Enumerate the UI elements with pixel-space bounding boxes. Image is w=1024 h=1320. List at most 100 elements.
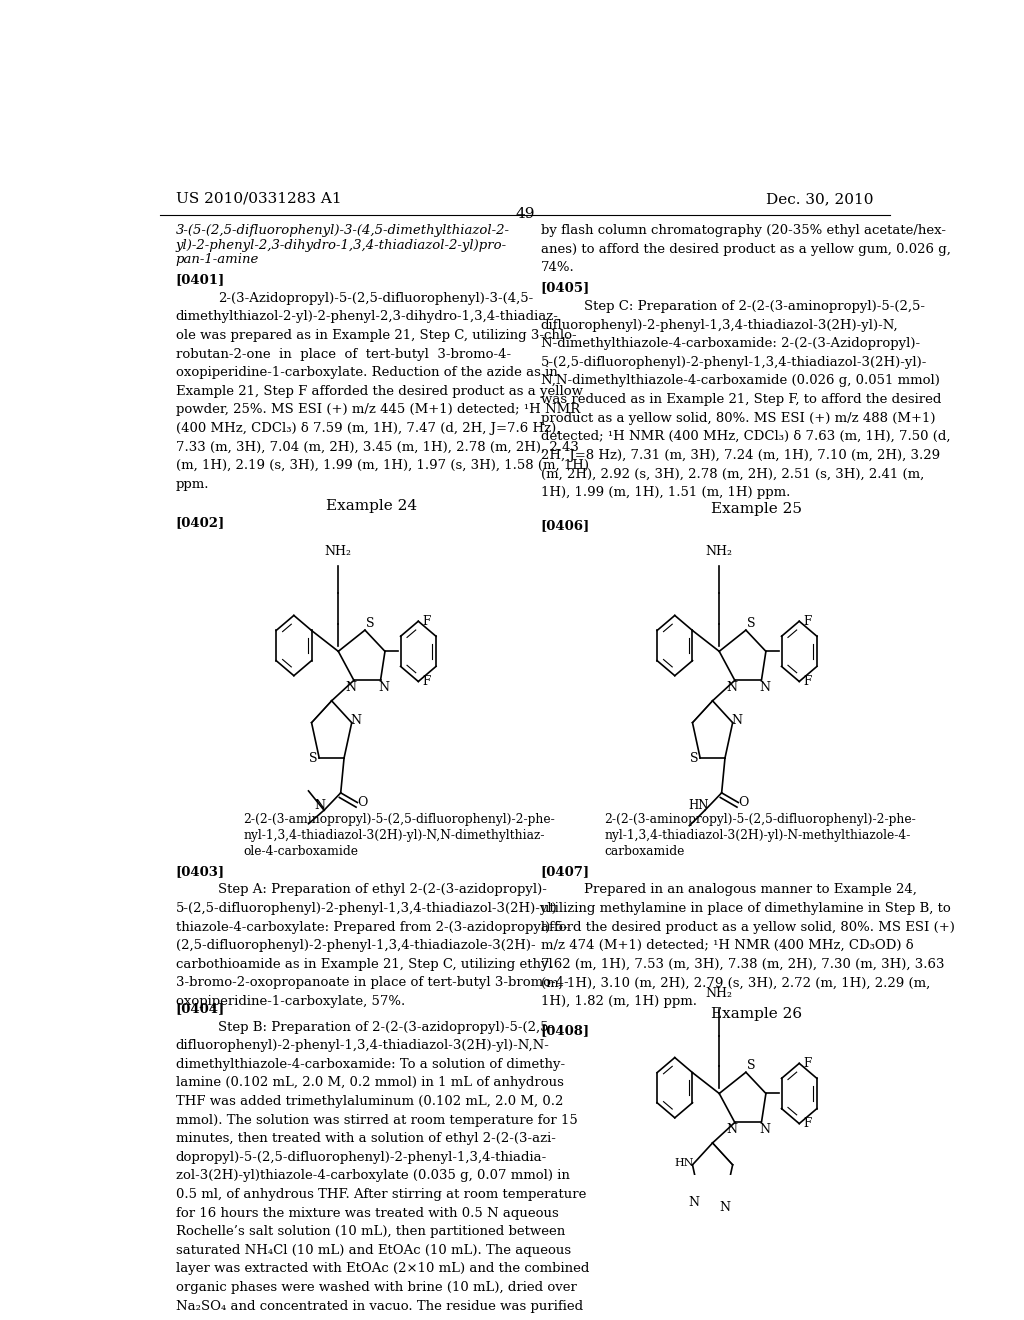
Text: [0408]: [0408] [541, 1024, 590, 1038]
Text: organic phases were washed with brine (10 mL), dried over: organic phases were washed with brine (1… [176, 1280, 577, 1294]
Text: [0407]: [0407] [541, 865, 590, 878]
Text: 0.5 ml, of anhydrous THF. After stirring at room temperature: 0.5 ml, of anhydrous THF. After stirring… [176, 1188, 586, 1201]
Text: anes) to afford the desired product as a yellow gum, 0.026 g,: anes) to afford the desired product as a… [541, 243, 950, 256]
Text: S: S [367, 616, 375, 630]
Text: Example 24: Example 24 [327, 499, 418, 513]
Text: N-dimethylthiazole-4-carboxamide: 2-(2-(3-Azidopropyl)-: N-dimethylthiazole-4-carboxamide: 2-(2-(… [541, 337, 920, 350]
Text: ppm.: ppm. [176, 478, 209, 491]
Text: NH₂: NH₂ [706, 545, 733, 558]
Text: [0406]: [0406] [541, 519, 590, 532]
Text: difluorophenyl)-2-phenyl-1,3,4-thiadiazol-3(2H)-yl)-N,N-: difluorophenyl)-2-phenyl-1,3,4-thiadiazo… [176, 1039, 550, 1052]
Text: pan-1-amine: pan-1-amine [176, 253, 259, 265]
Text: [0404]: [0404] [176, 1002, 225, 1015]
Text: dimethylthiazol-2-yl)-2-phenyl-2,3-dihydro-1,3,4-thiadiaz-: dimethylthiazol-2-yl)-2-phenyl-2,3-dihyd… [176, 310, 558, 323]
Text: S: S [748, 616, 756, 630]
Text: mmol). The solution was stirred at room temperature for 15: mmol). The solution was stirred at room … [176, 1114, 578, 1126]
Text: 2H, J=8 Hz), 7.31 (m, 3H), 7.24 (m, 1H), 7.10 (m, 2H), 3.29: 2H, J=8 Hz), 7.31 (m, 3H), 7.24 (m, 1H),… [541, 449, 940, 462]
Text: 1H), 1.82 (m, 1H) ppm.: 1H), 1.82 (m, 1H) ppm. [541, 995, 696, 1008]
Text: F: F [423, 615, 431, 628]
Text: Rochelle’s salt solution (10 mL), then partitioned between: Rochelle’s salt solution (10 mL), then p… [176, 1225, 565, 1238]
Text: for 16 hours the mixture was treated with 0.5 N aqueous: for 16 hours the mixture was treated wit… [176, 1206, 558, 1220]
Text: (400 MHz, CDCl₃) δ 7.59 (m, 1H), 7.47 (d, 2H, J=7.6 Hz),: (400 MHz, CDCl₃) δ 7.59 (m, 1H), 7.47 (d… [176, 422, 560, 436]
Text: layer was extracted with EtOAc (2×10 mL) and the combined: layer was extracted with EtOAc (2×10 mL)… [176, 1262, 589, 1275]
Text: dimethylthiazole-4-carboxamide: To a solution of dimethy-: dimethylthiazole-4-carboxamide: To a sol… [176, 1057, 565, 1071]
Text: 2-(3-Azidopropyl)-5-(2,5-difluorophenyl)-3-(4,5-: 2-(3-Azidopropyl)-5-(2,5-difluorophenyl)… [218, 292, 534, 305]
Text: nyl-1,3,4-thiadiazol-3(2H)-yl)-N-methylthiazole-4-: nyl-1,3,4-thiadiazol-3(2H)-yl)-N-methylt… [604, 829, 910, 842]
Text: S: S [690, 751, 698, 764]
Text: N: N [345, 681, 356, 694]
Text: utilizing methylamine in place of dimethylamine in Step B, to: utilizing methylamine in place of dimeth… [541, 902, 950, 915]
Text: N: N [314, 799, 325, 812]
Text: 7.62 (m, 1H), 7.53 (m, 3H), 7.38 (m, 2H), 7.30 (m, 3H), 3.63: 7.62 (m, 1H), 7.53 (m, 3H), 7.38 (m, 2H)… [541, 958, 944, 970]
Text: 5-(2,5-difluorophenyl)-2-phenyl-1,3,4-thiadiazol-3(2H)-yl)-: 5-(2,5-difluorophenyl)-2-phenyl-1,3,4-th… [541, 356, 927, 368]
Text: m/z 474 (M+1) detected; ¹H NMR (400 MHz, CD₃OD) δ: m/z 474 (M+1) detected; ¹H NMR (400 MHz,… [541, 940, 913, 952]
Text: 2-(2-(3-aminopropyl)-5-(2,5-difluorophenyl)-2-phe-: 2-(2-(3-aminopropyl)-5-(2,5-difluorophen… [243, 813, 555, 826]
Text: F: F [804, 1117, 812, 1130]
Text: N: N [759, 681, 770, 694]
Text: yl)-2-phenyl-2,3-dihydro-1,3,4-thiadiazol-2-yl)pro-: yl)-2-phenyl-2,3-dihydro-1,3,4-thiadiazo… [176, 239, 507, 252]
Text: N: N [378, 681, 389, 694]
Text: Na₂SO₄ and concentrated in vacuo. The residue was purified: Na₂SO₄ and concentrated in vacuo. The re… [176, 1300, 583, 1312]
Text: N,N-dimethylthiazole-4-carboxamide (0.026 g, 0.051 mmol): N,N-dimethylthiazole-4-carboxamide (0.02… [541, 375, 940, 387]
Text: N: N [720, 1201, 730, 1214]
Text: ole-4-carboxamide: ole-4-carboxamide [243, 846, 358, 858]
Text: F: F [804, 1057, 812, 1071]
Text: minutes, then treated with a solution of ethyl 2-(2-(3-azi-: minutes, then treated with a solution of… [176, 1133, 555, 1146]
Text: 2-(2-(3-aminopropyl)-5-(2,5-difluorophenyl)-2-phe-: 2-(2-(3-aminopropyl)-5-(2,5-difluorophen… [604, 813, 915, 826]
Text: N: N [731, 714, 742, 727]
Text: N: N [726, 1123, 737, 1137]
Text: NH₂: NH₂ [325, 545, 352, 558]
Text: 49: 49 [515, 207, 535, 222]
Text: S: S [748, 1059, 756, 1072]
Text: 3-(5-(2,5-difluorophenyl)-3-(4,5-dimethylthiazol-2-: 3-(5-(2,5-difluorophenyl)-3-(4,5-dimethy… [176, 224, 510, 238]
Text: powder, 25%. MS ESI (+) m/z 445 (M+1) detected; ¹H NMR: powder, 25%. MS ESI (+) m/z 445 (M+1) de… [176, 404, 580, 416]
Text: carboxamide: carboxamide [604, 846, 684, 858]
Text: difluorophenyl)-2-phenyl-1,3,4-thiadiazol-3(2H)-yl)-N,: difluorophenyl)-2-phenyl-1,3,4-thiadiazo… [541, 318, 898, 331]
Text: (m, 1H), 2.19 (s, 3H), 1.99 (m, 1H), 1.97 (s, 3H), 1.58 (m, 1H): (m, 1H), 2.19 (s, 3H), 1.99 (m, 1H), 1.9… [176, 459, 589, 473]
Text: [0401]: [0401] [176, 273, 225, 286]
Text: F: F [804, 615, 812, 628]
Text: afford the desired product as a yellow solid, 80%. MS ESI (+): afford the desired product as a yellow s… [541, 920, 954, 933]
Text: 1H), 1.99 (m, 1H), 1.51 (m, 1H) ppm.: 1H), 1.99 (m, 1H), 1.51 (m, 1H) ppm. [541, 486, 791, 499]
Text: saturated NH₄Cl (10 mL) and EtOAc (10 mL). The aqueous: saturated NH₄Cl (10 mL) and EtOAc (10 mL… [176, 1243, 570, 1257]
Text: O: O [357, 796, 368, 809]
Text: [0402]: [0402] [176, 516, 225, 529]
Text: Example 26: Example 26 [712, 1007, 803, 1022]
Text: (2,5-difluorophenyl)-2-phenyl-1,3,4-thiadiazole-3(2H)-: (2,5-difluorophenyl)-2-phenyl-1,3,4-thia… [176, 940, 536, 952]
Text: (m, 1H), 3.10 (m, 2H), 2.79 (s, 3H), 2.72 (m, 1H), 2.29 (m,: (m, 1H), 3.10 (m, 2H), 2.79 (s, 3H), 2.7… [541, 977, 930, 990]
Text: THF was added trimethylaluminum (0.102 mL, 2.0 M, 0.2: THF was added trimethylaluminum (0.102 m… [176, 1096, 563, 1107]
Text: dopropyl)-5-(2,5-difluorophenyl)-2-phenyl-1,3,4-thiadia-: dopropyl)-5-(2,5-difluorophenyl)-2-pheny… [176, 1151, 547, 1164]
Text: 3-bromo-2-oxopropanoate in place of tert-butyl 3-bromo-4-: 3-bromo-2-oxopropanoate in place of tert… [176, 977, 568, 990]
Text: oxopiperidine-1-carboxylate. Reduction of the azide as in: oxopiperidine-1-carboxylate. Reduction o… [176, 366, 557, 379]
Text: N: N [350, 714, 361, 727]
Text: lamine (0.102 mL, 2.0 M, 0.2 mmol) in 1 mL of anhydrous: lamine (0.102 mL, 2.0 M, 0.2 mmol) in 1 … [176, 1076, 563, 1089]
Text: N: N [759, 1123, 770, 1137]
Text: carbothioamide as in Example 21, Step C, utilizing ethyl: carbothioamide as in Example 21, Step C,… [176, 958, 552, 970]
Text: oxopiperidine-1-carboxylate, 57%.: oxopiperidine-1-carboxylate, 57%. [176, 995, 404, 1008]
Text: was reduced as in Example 21, Step F, to afford the desired: was reduced as in Example 21, Step F, to… [541, 393, 941, 407]
Text: N: N [726, 681, 737, 694]
Text: HN: HN [688, 799, 709, 812]
Text: robutan-2-one  in  place  of  tert-butyl  3-bromo-4-: robutan-2-one in place of tert-butyl 3-b… [176, 347, 511, 360]
Text: N: N [688, 1196, 699, 1209]
Text: F: F [423, 675, 431, 688]
Text: Dec. 30, 2010: Dec. 30, 2010 [767, 191, 873, 206]
Text: zol-3(2H)-yl)thiazole-4-carboxylate (0.035 g, 0.07 mmol) in: zol-3(2H)-yl)thiazole-4-carboxylate (0.0… [176, 1170, 569, 1183]
Text: Step A: Preparation of ethyl 2-(2-(3-azidopropyl)-: Step A: Preparation of ethyl 2-(2-(3-azi… [218, 883, 548, 896]
Text: US 2010/0331283 A1: US 2010/0331283 A1 [176, 191, 341, 206]
Text: S: S [309, 751, 317, 764]
Text: Example 21, Step F afforded the desired product as a yellow: Example 21, Step F afforded the desired … [176, 385, 583, 397]
Text: nyl-1,3,4-thiadiazol-3(2H)-yl)-N,N-dimethylthiaz-: nyl-1,3,4-thiadiazol-3(2H)-yl)-N,N-dimet… [243, 829, 545, 842]
Text: product as a yellow solid, 80%. MS ESI (+) m/z 488 (M+1): product as a yellow solid, 80%. MS ESI (… [541, 412, 935, 425]
Text: (m, 2H), 2.92 (s, 3H), 2.78 (m, 2H), 2.51 (s, 3H), 2.41 (m,: (m, 2H), 2.92 (s, 3H), 2.78 (m, 2H), 2.5… [541, 467, 924, 480]
Text: by flash column chromatography (20-35% ethyl acetate/hex-: by flash column chromatography (20-35% e… [541, 224, 946, 238]
Text: Step B: Preparation of 2-(2-(3-azidopropyl)-5-(2,5-: Step B: Preparation of 2-(2-(3-azidoprop… [218, 1020, 554, 1034]
Text: HN: HN [674, 1158, 694, 1168]
Text: O: O [738, 796, 749, 809]
Text: thiazole-4-carboxylate: Prepared from 2-(3-azidopropyl)-5-: thiazole-4-carboxylate: Prepared from 2-… [176, 920, 567, 933]
Text: 5-(2,5-difluorophenyl)-2-phenyl-1,3,4-thiadiazol-3(2H)-yl): 5-(2,5-difluorophenyl)-2-phenyl-1,3,4-th… [176, 902, 557, 915]
Text: 74%.: 74%. [541, 261, 574, 275]
Text: Prepared in an analogous manner to Example 24,: Prepared in an analogous manner to Examp… [584, 883, 916, 896]
Text: Step C: Preparation of 2-(2-(3-aminopropyl)-5-(2,5-: Step C: Preparation of 2-(2-(3-aminoprop… [584, 300, 925, 313]
Text: F: F [804, 675, 812, 688]
